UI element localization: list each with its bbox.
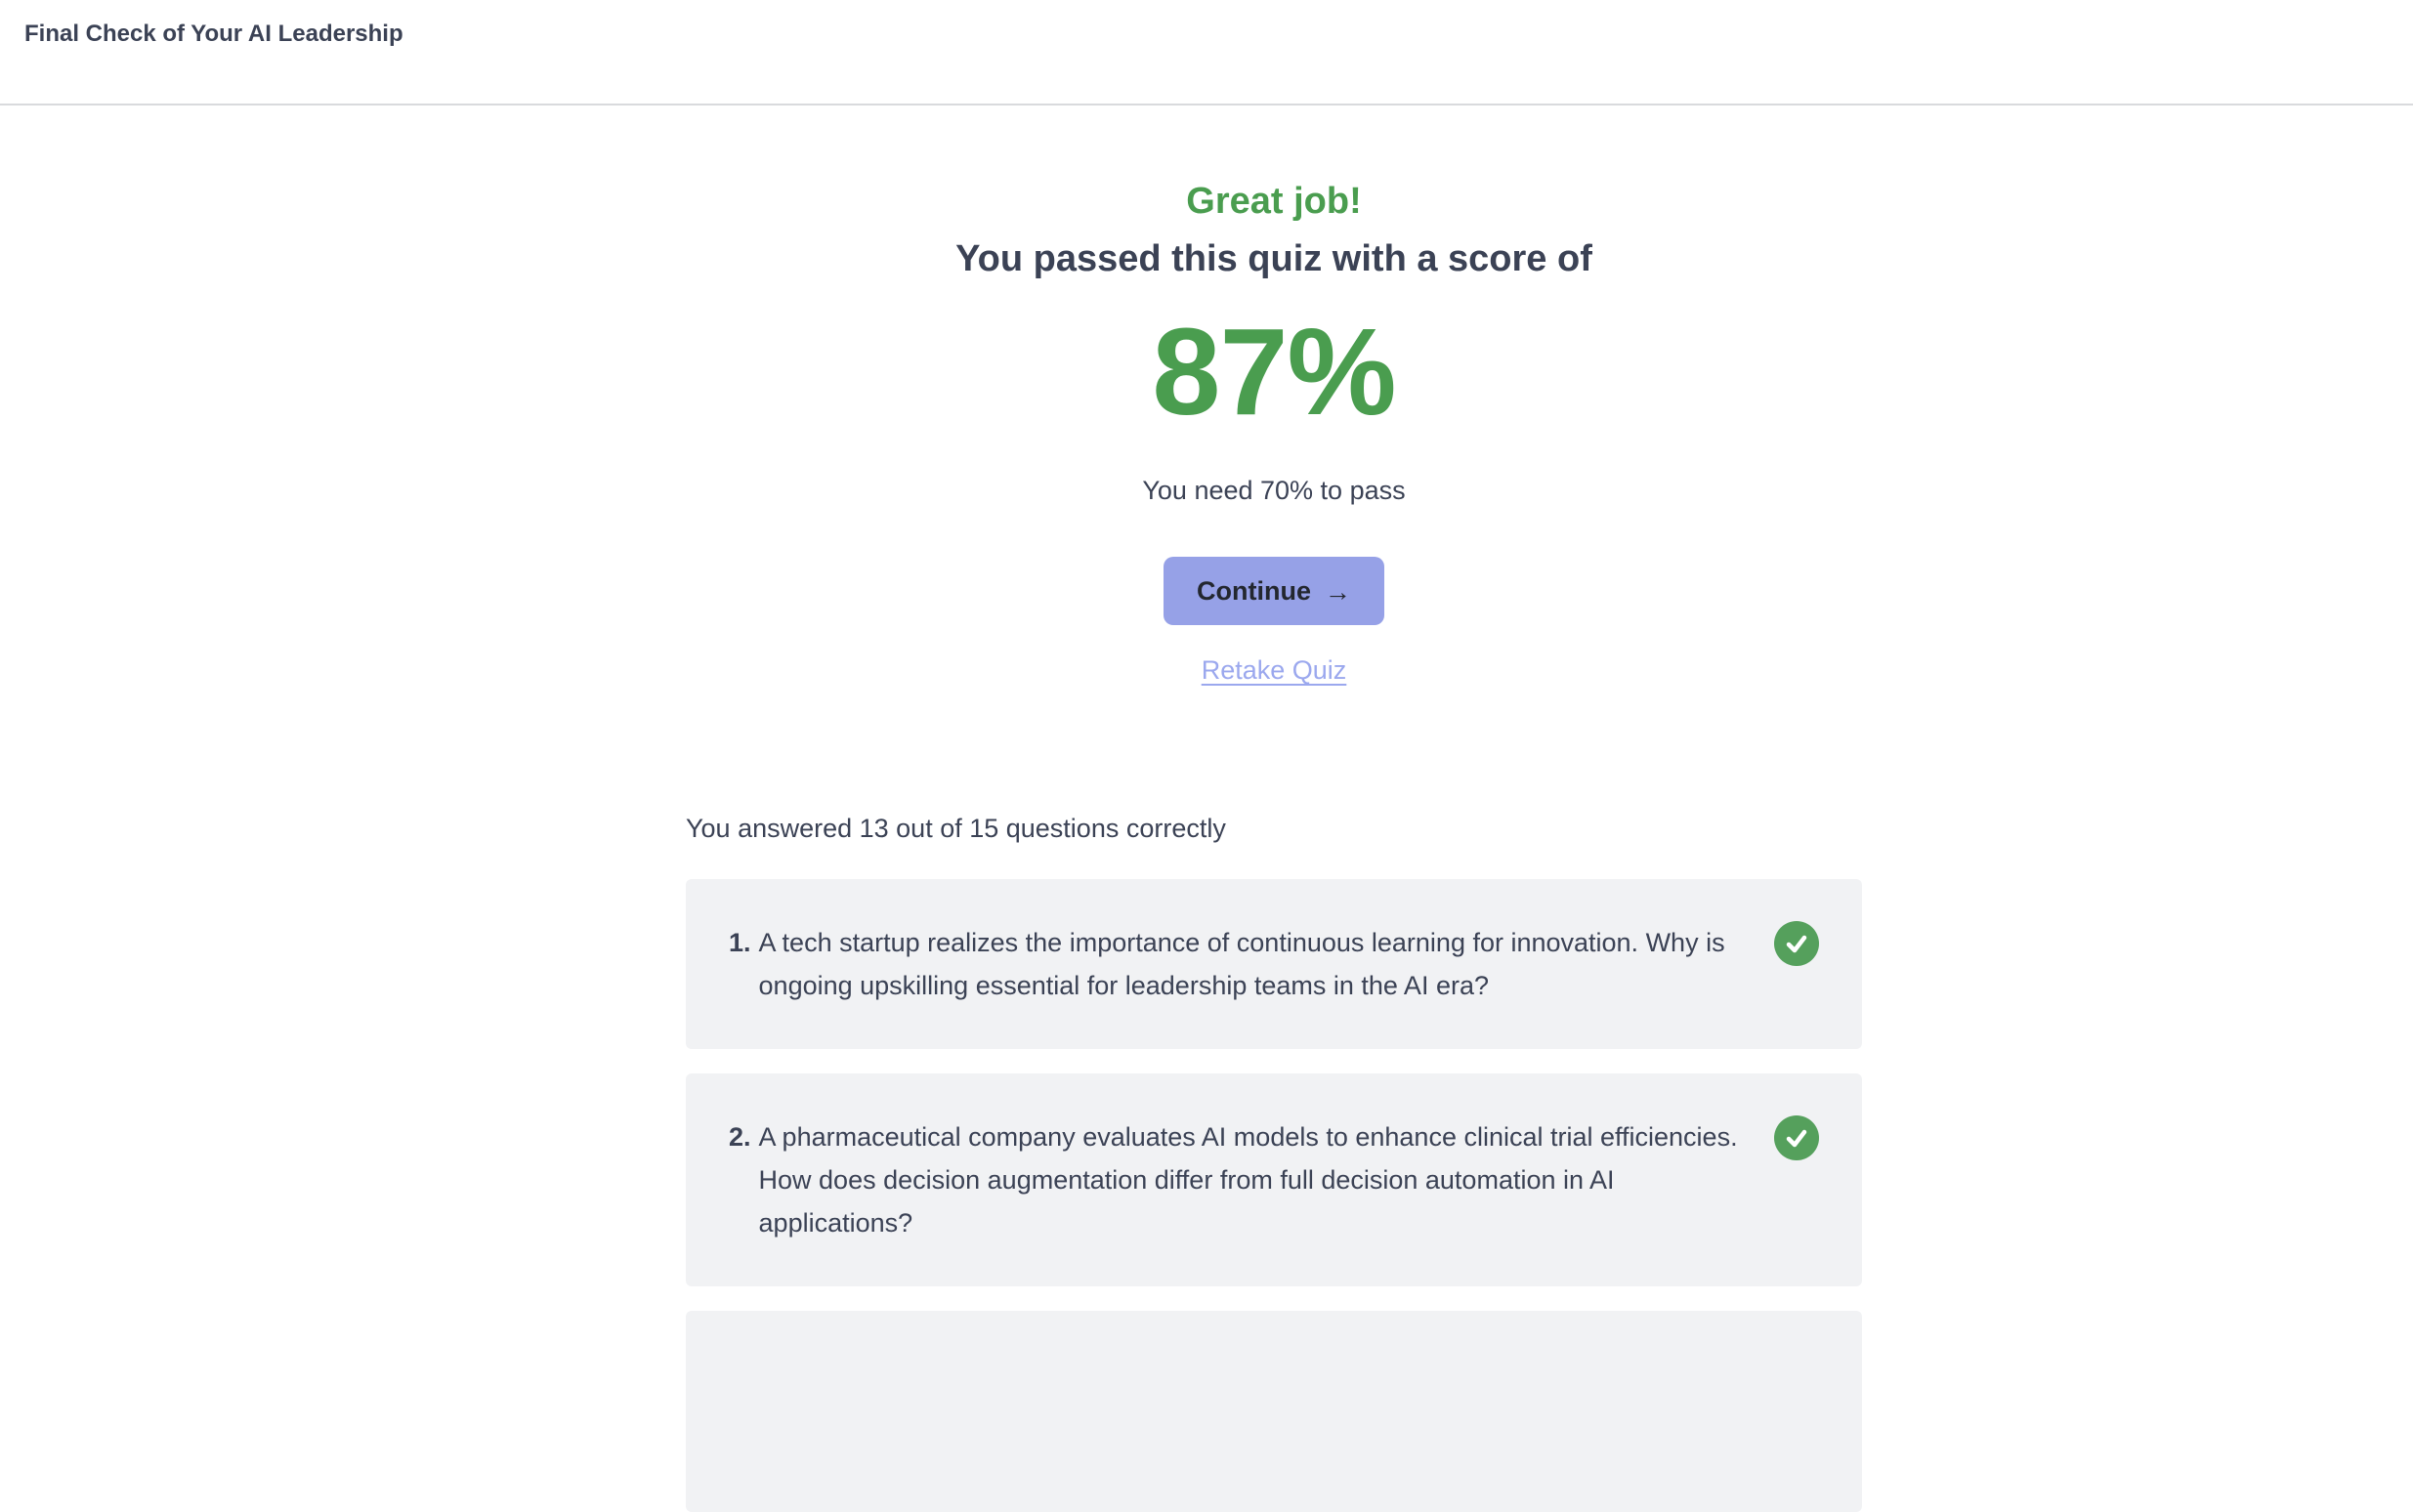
arrow-right-icon: → [1324,576,1351,607]
header: Final Check of Your AI Leadership [0,0,2413,105]
pass-threshold-note: You need 70% to pass [1142,476,1406,505]
correct-check-icon [1774,1115,1819,1160]
continue-button[interactable]: Continue → [1164,557,1384,625]
question-card-partial [686,1311,1862,1512]
congrats-text: Great job! [1186,181,1362,222]
pass-message: You passed this quiz with a score of [955,238,1592,279]
continue-button-label: Continue [1197,575,1311,606]
question-text: A pharmaceutical company evaluates AI mo… [758,1122,1738,1238]
question-number: 1. [729,928,751,957]
main-content: Great job! You passed this quiz with a s… [686,105,1862,1512]
continue-button-row: Continue → [686,506,1862,625]
score-value: 87% [1152,303,1396,441]
retake-quiz-link[interactable]: Retake Quiz [1201,655,1347,685]
question-card: 2. A pharmaceutical company evaluates AI… [686,1073,1862,1286]
question-card: 1. A tech startup realizes the importanc… [686,879,1862,1049]
question-text: A tech startup realizes the importance o… [758,928,1725,1000]
page-title: Final Check of Your AI Leadership [24,21,403,47]
result-section: Great job! You passed this quiz with a s… [686,105,1862,686]
questions-list: 1. A tech startup realizes the importanc… [686,879,1862,1512]
summary-text: You answered 13 out of 15 questions corr… [686,814,1226,843]
retake-quiz-row: Retake Quiz [686,654,1862,686]
question-number: 2. [729,1122,751,1152]
correct-check-icon [1774,921,1819,966]
